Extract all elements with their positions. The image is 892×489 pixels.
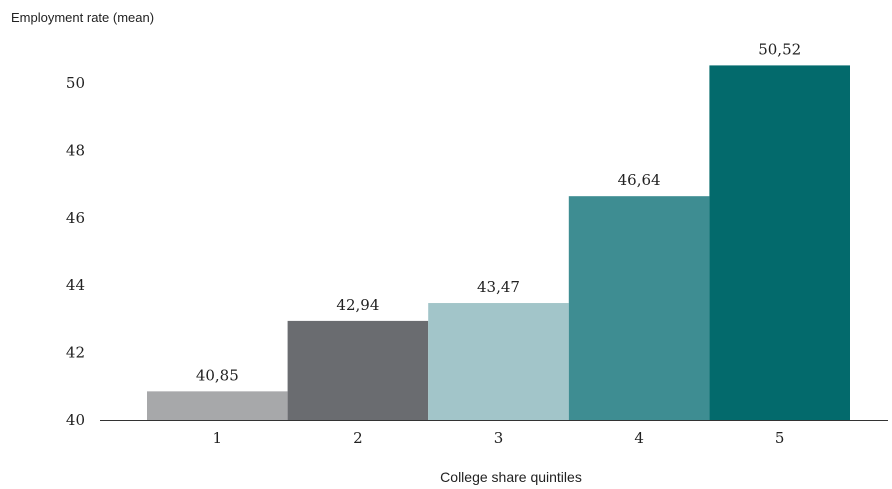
y-tick-label: 40 bbox=[66, 411, 85, 429]
x-axis-label: College share quintiles bbox=[440, 469, 582, 485]
y-tick-label: 44 bbox=[66, 276, 85, 294]
bar-3 bbox=[428, 303, 569, 420]
bar-1 bbox=[147, 391, 288, 420]
y-tick-label: 46 bbox=[66, 209, 85, 227]
data-labels: 40,85 42,94 43,47 46,64 50,52 bbox=[196, 40, 801, 384]
data-label-2: 42,94 bbox=[336, 296, 379, 314]
bar-4 bbox=[568, 196, 710, 420]
x-tick-label-3: 3 bbox=[494, 429, 504, 447]
y-axis-label: Employment rate (mean) bbox=[11, 10, 154, 25]
data-label-5: 50,52 bbox=[758, 40, 801, 58]
x-tick-label-1: 1 bbox=[213, 429, 223, 447]
x-tick-label-5: 5 bbox=[775, 429, 785, 447]
data-label-1: 40,85 bbox=[196, 366, 239, 384]
x-tick-label-2: 2 bbox=[353, 429, 363, 447]
y-tick-label: 50 bbox=[66, 74, 85, 92]
y-tick-label: 48 bbox=[66, 141, 85, 159]
bars bbox=[147, 65, 850, 421]
bar-2 bbox=[287, 320, 429, 420]
data-label-3: 43,47 bbox=[477, 278, 520, 296]
x-axis: 1 2 3 4 5 bbox=[213, 429, 785, 447]
data-label-4: 46,64 bbox=[618, 171, 661, 189]
y-tick-label: 42 bbox=[66, 344, 85, 362]
x-tick-label-4: 4 bbox=[634, 429, 644, 447]
y-axis: 40 42 44 46 48 50 bbox=[66, 74, 85, 429]
bar-5 bbox=[709, 65, 850, 421]
